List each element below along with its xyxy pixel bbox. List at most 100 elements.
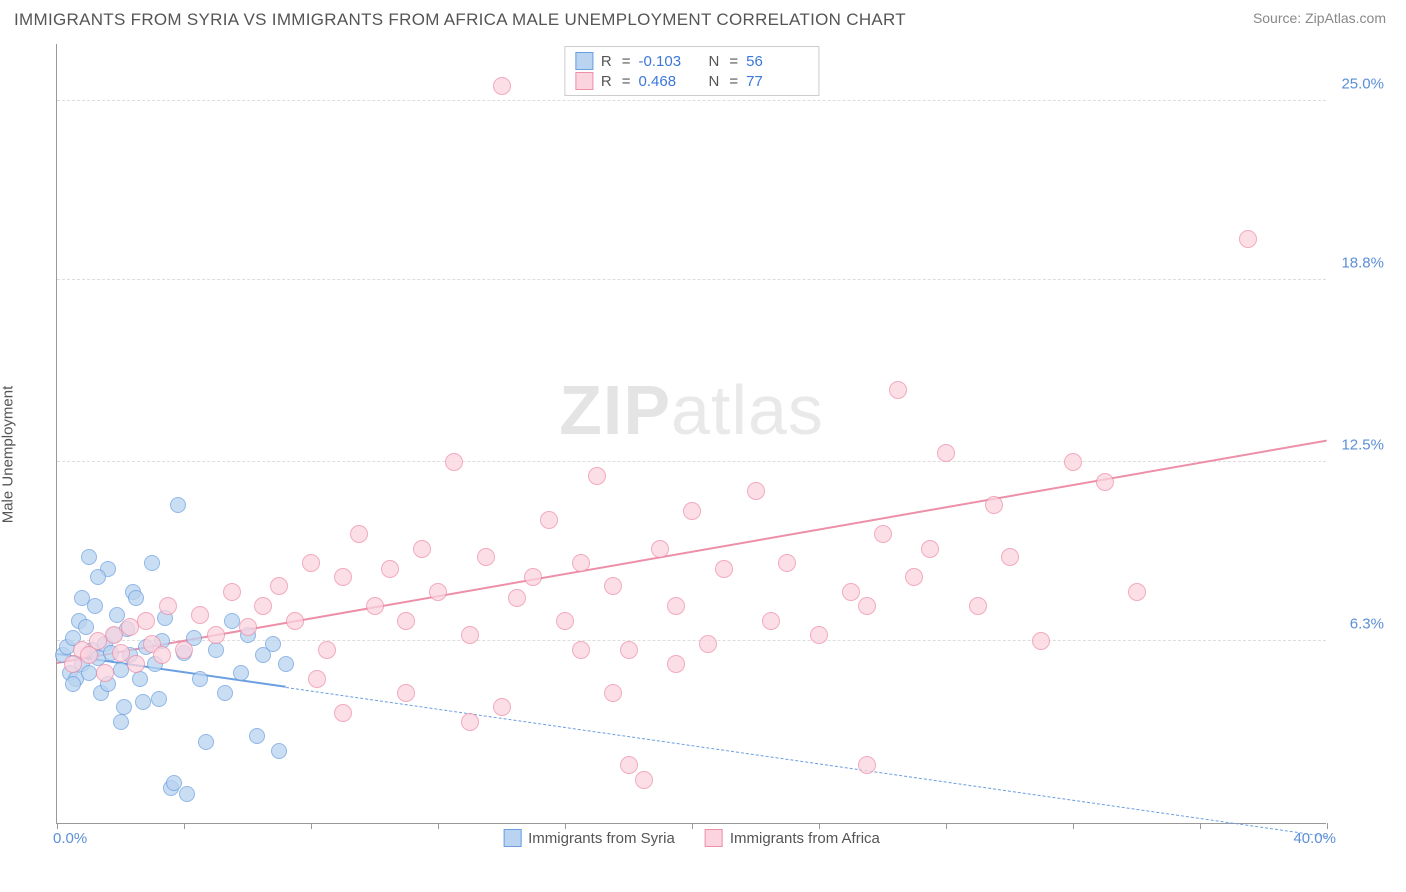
data-point [137,612,155,630]
data-point [1064,453,1082,471]
data-point [112,644,130,662]
data-point [588,467,606,485]
data-point [985,496,1003,514]
data-point [397,684,415,702]
data-point [81,549,97,565]
correlation-legend: R = -0.103 N = 56 R = 0.468 N = 77 [564,46,819,96]
x-tick [311,823,312,829]
data-point [810,626,828,644]
data-point [556,612,574,630]
gridline [57,461,1326,462]
data-point [572,641,590,659]
r-value-syria: -0.103 [639,53,689,70]
data-point [170,497,186,513]
swatch-africa [575,72,593,90]
data-point [135,694,151,710]
data-point [667,597,685,615]
r-value-africa: 0.468 [639,73,689,90]
y-tick-label: 12.5% [1341,436,1384,453]
data-point [874,525,892,543]
n-value-syria: 56 [746,53,796,70]
data-point [493,77,511,95]
series-name-syria: Immigrants from Syria [528,830,675,847]
data-point [198,734,214,750]
data-point [858,597,876,615]
legend-row-africa: R = 0.468 N = 77 [575,71,808,91]
eq-sign: = [622,53,631,70]
data-point [191,606,209,624]
n-label: N [709,73,720,90]
data-point [128,590,144,606]
legend-item-africa: Immigrants from Africa [705,829,880,847]
series-name-africa: Immigrants from Africa [730,830,880,847]
data-point [127,655,145,673]
data-point [620,756,638,774]
data-point [179,786,195,802]
swatch-africa [705,829,723,847]
x-tick [565,823,566,829]
n-label: N [709,53,720,70]
y-tick-label: 6.3% [1350,616,1384,633]
data-point [381,560,399,578]
x-tick [1073,823,1074,829]
x-tick [1327,823,1328,829]
data-point [524,568,542,586]
data-point [715,560,733,578]
x-tick [438,823,439,829]
data-point [620,641,638,659]
data-point [937,444,955,462]
n-value-africa: 77 [746,73,796,90]
data-point [699,635,717,653]
data-point [302,554,320,572]
data-point [74,590,90,606]
data-point [747,482,765,500]
swatch-syria [575,52,593,70]
data-point [604,577,622,595]
chart-header: IMMIGRANTS FROM SYRIA VS IMMIGRANTS FROM… [0,0,1406,30]
gridline [57,100,1326,101]
x-tick [1200,823,1201,829]
data-point [192,671,208,687]
data-point [651,540,669,558]
y-axis-label: Male Unemployment [0,386,17,524]
data-point [96,664,114,682]
data-point [508,589,526,607]
data-point [153,646,171,664]
data-point [969,597,987,615]
x-axis-start-label: 0.0% [53,830,87,847]
x-tick [819,823,820,829]
data-point [65,676,81,692]
chart-container: ZIPatlas R = -0.103 N = 56 R = 0.468 N =… [46,44,1326,844]
data-point [278,656,294,672]
data-point [233,665,249,681]
data-point [270,577,288,595]
data-point [572,554,590,572]
y-tick-label: 18.8% [1341,254,1384,271]
data-point [461,626,479,644]
data-point [286,612,304,630]
data-point [265,636,281,652]
data-point [762,612,780,630]
data-point [493,698,511,716]
watermark-bold: ZIP [559,371,671,449]
legend-item-syria: Immigrants from Syria [503,829,675,847]
chart-title: IMMIGRANTS FROM SYRIA VS IMMIGRANTS FROM… [14,10,906,30]
r-label: R [601,53,612,70]
gridline [57,279,1326,280]
data-point [889,381,907,399]
eq-sign: = [622,73,631,90]
data-point [249,728,265,744]
data-point [397,612,415,630]
series-legend: Immigrants from Syria Immigrants from Af… [503,829,880,847]
data-point [224,613,240,629]
data-point [604,684,622,702]
chart-source: Source: ZipAtlas.com [1253,10,1386,26]
data-point [334,568,352,586]
trend-line [286,687,1328,837]
data-point [1096,473,1114,491]
data-point [1032,632,1050,650]
data-point [905,568,923,586]
data-point [239,618,257,636]
data-point [217,685,233,701]
eq-sign: = [729,73,738,90]
